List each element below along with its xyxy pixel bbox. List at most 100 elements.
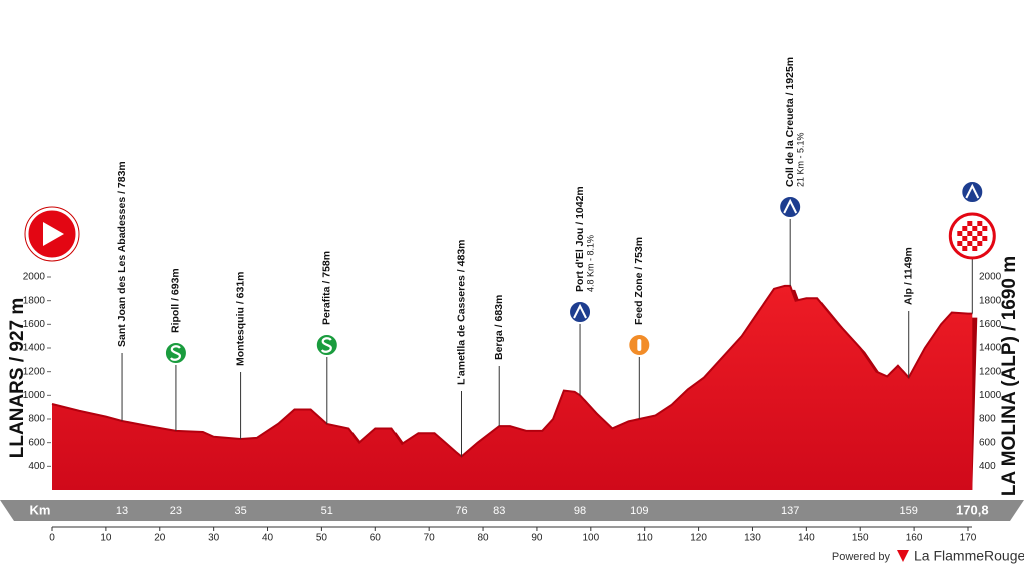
y2-tick-label: 1200 <box>979 366 1002 377</box>
checker <box>972 236 978 241</box>
icon-glyph <box>965 183 980 199</box>
x-tick-label: 110 <box>637 533 653 544</box>
y2-tick-label: 2000 <box>979 272 1002 283</box>
brand: La FlammeRouge <box>914 548 1024 564</box>
km-marker: 23 <box>170 505 182 517</box>
km-marker: 137 <box>781 505 799 517</box>
icon-glyph <box>573 303 587 319</box>
km-marker: 35 <box>234 505 246 517</box>
y2-tick-label: 800 <box>979 414 996 425</box>
y-tick-label: 800 <box>28 414 45 425</box>
x-tick-label: 170 <box>960 533 977 544</box>
icon-glyph <box>170 345 182 361</box>
waypoint-label: Feed Zone / 753m <box>633 237 645 325</box>
checker <box>977 231 983 236</box>
checker <box>967 231 973 236</box>
finish-icon <box>948 212 996 260</box>
waypoint-icon <box>314 333 339 357</box>
start-icon <box>24 206 80 262</box>
checker <box>982 236 988 241</box>
waypoint-label: Alp / 1149m <box>903 247 915 305</box>
y2-tick-label: 400 <box>979 461 996 472</box>
km-marker: 13 <box>116 505 128 517</box>
waypoint-icon <box>778 195 803 219</box>
x-tick-label: 130 <box>744 533 761 544</box>
x-tick-label: 0 <box>49 533 55 544</box>
powered-by: Powered by <box>832 551 891 563</box>
waypoint-icon <box>568 300 593 324</box>
km-marker: 51 <box>321 505 333 517</box>
waypoint-sublabel: 4.8 Km - 8.1% <box>585 235 595 292</box>
km-band <box>0 500 1024 521</box>
x-tick-label: 20 <box>154 533 166 544</box>
x-tick-label: 40 <box>262 533 274 544</box>
y-tick-label: 1200 <box>23 366 46 377</box>
checker <box>967 221 973 226</box>
waypoint-label: Port d'El Jou / 1042m <box>574 186 586 292</box>
icon-glyph <box>783 198 798 214</box>
x-tick-label: 70 <box>424 533 436 544</box>
x-tick-label: 160 <box>906 533 923 544</box>
checker <box>962 246 968 251</box>
km-marker: 159 <box>900 505 918 517</box>
waypoint-sublabel: 21 Km - 5.1% <box>796 132 806 187</box>
checker <box>962 226 968 231</box>
profile-line <box>51 284 973 458</box>
km-marker: 109 <box>630 505 648 517</box>
x-tick-label: 50 <box>316 533 328 544</box>
x-tick-label: 30 <box>208 533 220 544</box>
y-tick-label: 400 <box>28 461 45 472</box>
finish-label: LA MOLINA (ALP) / 1690 m <box>999 256 1020 496</box>
icon-glyph <box>637 339 642 351</box>
checker <box>957 231 963 236</box>
x-tick-label: 150 <box>852 533 869 544</box>
waypoint-icon <box>627 333 652 357</box>
y2-tick-label: 1000 <box>979 390 1002 401</box>
x-tick-label: 10 <box>100 533 112 544</box>
y2-tick-label: 600 <box>979 437 996 448</box>
waypoint-label: Sant Joan des Les Abadesses / 783m <box>116 161 128 347</box>
waypoint-icon <box>163 341 188 365</box>
km-title: Km <box>30 502 51 517</box>
y-tick-label: 1400 <box>23 343 46 354</box>
checker <box>957 241 963 246</box>
km-marker: 83 <box>493 505 505 517</box>
x-tick-label: 120 <box>690 533 707 544</box>
waypoint-label: Montesquiu / 631m <box>234 271 246 366</box>
y-tick-label: 600 <box>28 437 45 448</box>
brand-logo <box>897 550 909 562</box>
y2-tick-label: 1400 <box>979 343 1002 354</box>
checker <box>977 241 983 246</box>
checker <box>962 236 968 241</box>
start-label: LLANARS / 927 m <box>7 298 28 458</box>
y2-tick-label: 1800 <box>979 295 1002 306</box>
waypoint-label: Berga / 683m <box>493 295 505 360</box>
checker <box>972 226 978 231</box>
waypoint-label: Coll de la Creueta / 1925m <box>784 57 796 187</box>
km-marker: 170,8 <box>956 502 989 517</box>
icon-glyph <box>320 337 332 353</box>
km-marker: 76 <box>455 505 467 517</box>
x-tick-label: 100 <box>582 533 599 544</box>
checker <box>977 221 983 226</box>
y-tick-label: 1800 <box>23 295 46 306</box>
y-tick-label: 1600 <box>23 319 46 330</box>
checker <box>967 241 973 246</box>
km-marker: 98 <box>574 505 586 517</box>
checker <box>972 246 978 251</box>
y2-tick-label: 1600 <box>979 319 1002 330</box>
x-tick-label: 140 <box>798 533 815 544</box>
x-tick-label: 60 <box>370 533 382 544</box>
waypoint-label: L'ametlla de Casseres / 483m <box>455 240 467 386</box>
y-tick-label: 1000 <box>23 390 46 401</box>
waypoint-label: Perafita / 758m <box>321 251 333 325</box>
y-tick-label: 2000 <box>23 272 46 283</box>
checker <box>982 226 988 231</box>
x-tick-label: 80 <box>477 533 489 544</box>
profile-area <box>52 285 973 490</box>
waypoint-icon <box>960 180 985 204</box>
x-tick-label: 90 <box>531 533 543 544</box>
waypoint-label: Ripoll / 693m <box>170 268 182 333</box>
